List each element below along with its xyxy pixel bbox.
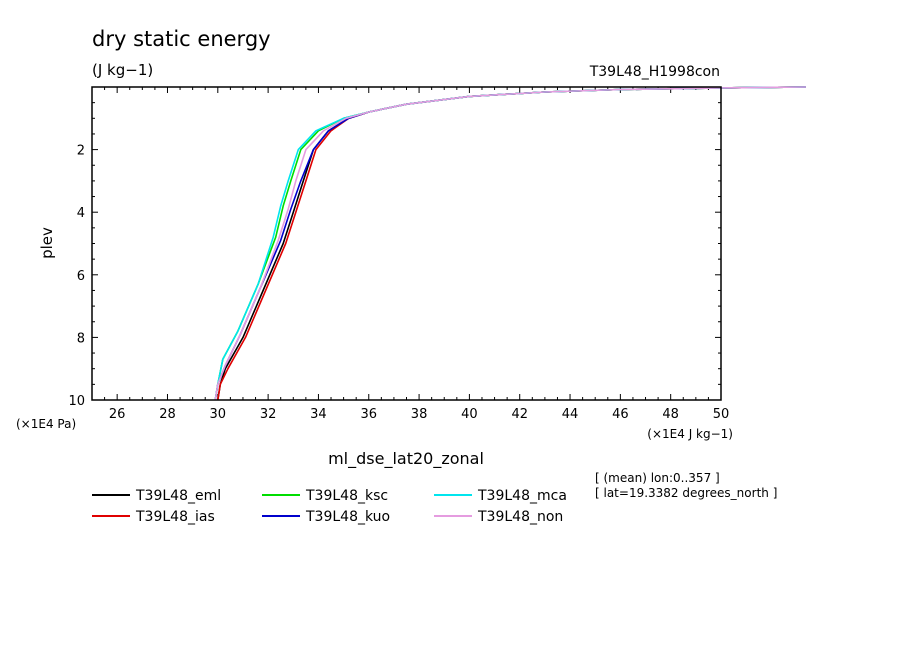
info-line-lat: [ lat=19.3382 degrees_north ] [595, 486, 777, 500]
x-tick-label: 28 [159, 407, 176, 422]
x-tick-label: 38 [411, 407, 428, 422]
legend-label: T39L48_non [477, 509, 563, 525]
legend: T39L48_eml T39L48_ias T39L48_ksc T39L48_kuo… [92, 488, 567, 525]
series-line-T39L48_ksc [214, 86, 807, 401]
axis-ticks [91, 86, 722, 401]
y-axis-label: plev [38, 227, 56, 259]
y-tick-label: 6 [77, 269, 85, 284]
x-tick-label: 46 [612, 407, 629, 422]
x-tick-label: 44 [562, 407, 579, 422]
series-lines [214, 86, 807, 401]
series-line-T39L48_ias [217, 86, 807, 401]
chart-title: dry static energy [92, 27, 271, 51]
x-tick-label: 42 [511, 407, 528, 422]
x-axis-label: ml_dse_lat20_zonal [328, 449, 484, 469]
y-tick-label: 4 [77, 206, 85, 221]
x-tick-label: 26 [109, 407, 126, 422]
run-label: T39L48_H1998con [589, 64, 720, 80]
chart-subtitle: (J kg−1) [92, 61, 153, 79]
series-line-T39L48_eml [217, 86, 807, 401]
legend-label: T39L48_kuo [305, 509, 390, 525]
x-tick-label: 34 [310, 407, 327, 422]
x-tick-label: 30 [210, 407, 227, 422]
x-tick-label: 32 [260, 407, 277, 422]
y-tick-label: 10 [68, 394, 85, 409]
x-tick-label: 50 [713, 407, 730, 422]
y-tick-label: 2 [77, 144, 85, 159]
y-axis-unit: (×1E4 Pa) [16, 417, 76, 431]
info-line-lon: [ (mean) lon:0..357 ] [595, 471, 720, 485]
legend-label: T39L48_ias [135, 509, 215, 525]
x-tick-label: 40 [461, 407, 478, 422]
x-axis-unit: (×1E4 J kg−1) [647, 427, 733, 441]
legend-label: T39L48_mca [477, 488, 567, 504]
series-line-T39L48_non [214, 86, 807, 401]
legend-label: T39L48_eml [135, 488, 221, 504]
legend-label: T39L48_ksc [305, 488, 388, 504]
x-tick-label: 36 [360, 407, 377, 422]
y-tick-label: 8 [77, 331, 85, 346]
x-tick-label: 48 [662, 407, 679, 422]
series-line-T39L48_kuo [214, 86, 807, 401]
plot-frame [91, 86, 722, 401]
series-line-T39L48_mca [214, 86, 807, 401]
